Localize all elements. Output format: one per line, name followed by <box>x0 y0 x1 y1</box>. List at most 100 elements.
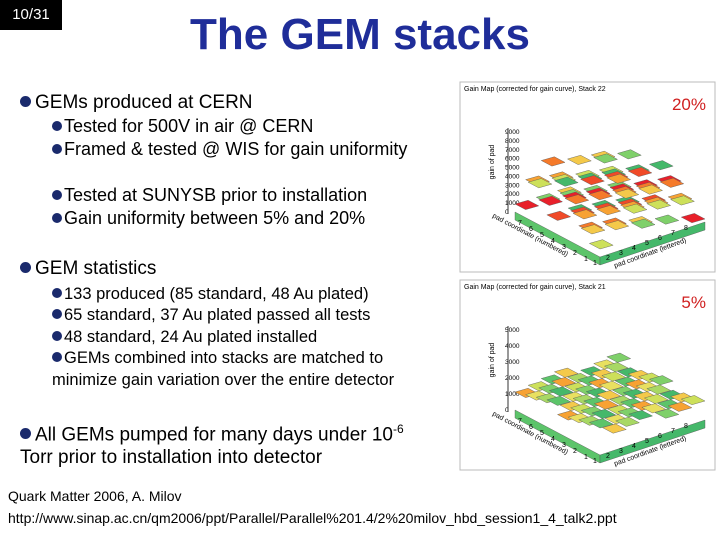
z-tick-label: 6000 <box>505 156 520 163</box>
x-tick-label: 2 <box>606 453 610 460</box>
surface-cell <box>593 153 619 164</box>
surface-cell <box>598 380 624 391</box>
surface-cell <box>593 399 619 410</box>
y-tick-label: 4 <box>551 436 555 443</box>
surface-cell <box>630 218 656 229</box>
z-tick-label: 5000 <box>505 327 520 334</box>
z-axis-label: gain of pad <box>489 145 496 180</box>
z-tick-label: 3000 <box>505 182 520 189</box>
z-tick-label: 1000 <box>505 200 520 207</box>
footer-url: http://www.sinap.ac.cn/qm2006/ppt/Parall… <box>8 510 617 526</box>
surface-cell <box>591 409 617 419</box>
surface-cell <box>680 395 706 405</box>
z-tick-label: 1000 <box>505 391 520 398</box>
x-tick-label: 5 <box>645 240 649 247</box>
surface-cell <box>615 416 640 427</box>
y-tick-label: 6 <box>529 424 533 431</box>
sub-bullet-text: Tested for 500V in air @ CERN <box>64 116 314 136</box>
sub-bullet-text: GEMs combined into stacks are matched to… <box>52 349 395 389</box>
surface-cell <box>606 173 632 184</box>
surface-cell <box>627 167 653 177</box>
surface-cell <box>588 239 614 250</box>
sub-bullet: Tested at SUNYSB prior to installation <box>52 184 412 207</box>
sub-bullet: GEMs combined into stacks are matched to… <box>52 348 432 391</box>
bullet-text: GEM statistics <box>35 258 157 279</box>
z-tick-label: 7000 <box>505 147 520 154</box>
surface-cell <box>551 377 577 387</box>
x-tick-label: 1 <box>593 458 597 465</box>
y-tick-label: 7 <box>518 418 522 425</box>
z-tick-label: 9000 <box>505 129 520 136</box>
sub-bullet-text: 133 produced (85 standard, 48 Au plated) <box>64 285 369 303</box>
x-tick-label: 1 <box>593 260 597 267</box>
x-tick-label: 7 <box>671 230 675 237</box>
sub-bullet-text: Gain uniformity between 5% and 20% <box>64 208 366 228</box>
bullet: All GEMs pumped for many days under 10-6… <box>20 418 450 469</box>
x-tick-label: 5 <box>645 438 649 445</box>
surface-cell <box>538 195 564 206</box>
surface-side <box>599 419 706 464</box>
y-tick-label: 3 <box>562 244 566 251</box>
x-tick-label: 4 <box>632 443 636 450</box>
z-tick-label: 5000 <box>505 165 520 172</box>
surface-cell <box>546 395 572 406</box>
z-axis-label: gain of pad <box>489 343 496 378</box>
bullet-text: GEMs produced at CERN <box>35 92 253 113</box>
slide-title: The GEM stacks <box>190 10 530 59</box>
surface-cell <box>553 367 579 378</box>
surface-cell <box>604 220 630 231</box>
bullet-text: Torr prior to installation into detector <box>20 447 323 469</box>
surface-cell <box>648 160 674 171</box>
slide-number: 10/31 <box>0 0 62 30</box>
sub-bullet-text: 65 standard, 37 Au plated passed all tes… <box>64 306 371 324</box>
bullet-text: All GEMs pumped for many days under 10 <box>35 424 394 446</box>
x-tick-label: 4 <box>632 245 636 252</box>
surface-cell <box>601 423 627 434</box>
surface-cell <box>628 410 654 420</box>
surface-cell <box>564 194 590 205</box>
z-tick-label: 0 <box>505 209 509 216</box>
sub-bullet-text: Tested at SUNYSB prior to installation <box>64 185 368 205</box>
y-tick-label: 5 <box>540 430 544 437</box>
surface-cell <box>646 199 672 210</box>
surface-cell <box>588 190 614 201</box>
surface-cell <box>580 224 606 235</box>
x-tick-label: 6 <box>658 235 662 242</box>
bullet: GEMs produced at CERN <box>20 92 253 114</box>
sub-bullet: Framed & tested @ WIS for gain uniformit… <box>52 138 412 161</box>
surface-cell <box>548 386 574 397</box>
surface-cell <box>667 401 693 412</box>
sub-bullet: 65 standard, 37 Au plated passed all tes… <box>52 305 432 327</box>
y-tick-label: 1 <box>584 454 588 461</box>
footer-text: Quark Matter 2006, A. Milov <box>8 488 182 504</box>
surface-cell <box>648 375 674 386</box>
z-tick-label: 2000 <box>505 375 520 382</box>
surface-cell <box>646 384 672 395</box>
sub-bullet: 133 produced (85 standard, 48 Au plated) <box>52 284 432 306</box>
surface-cell <box>680 213 706 223</box>
surface-cell <box>596 205 622 216</box>
surface-cell <box>601 371 627 382</box>
x-tick-label: 6 <box>658 433 662 440</box>
bullet: GEM statistics <box>20 258 156 280</box>
y-tick-label: 2 <box>573 448 577 455</box>
plot-label: 20% <box>672 95 706 114</box>
surface-cell <box>527 178 553 189</box>
surface-cell <box>588 418 614 429</box>
y-tick-label: 7 <box>518 220 522 227</box>
sub-bullet: 48 standard, 24 Au plated installed <box>52 327 432 349</box>
x-tick-label: 8 <box>684 423 688 430</box>
x-tick-label: 3 <box>619 448 623 455</box>
y-tick-label: 5 <box>540 232 544 239</box>
surface-cell <box>546 210 572 221</box>
surface-cell <box>603 362 629 372</box>
surface-cell <box>670 195 695 206</box>
surface-cell <box>553 176 579 187</box>
z-tick-label: 4000 <box>505 173 520 180</box>
surface-cell <box>643 394 669 404</box>
surface-cell <box>572 209 598 220</box>
plot-title: Gain Map (corrected for gain curve), Sta… <box>464 284 606 291</box>
sub-bullet: Tested for 500V in air @ CERN <box>52 115 412 138</box>
z-tick-label: 8000 <box>505 138 520 145</box>
